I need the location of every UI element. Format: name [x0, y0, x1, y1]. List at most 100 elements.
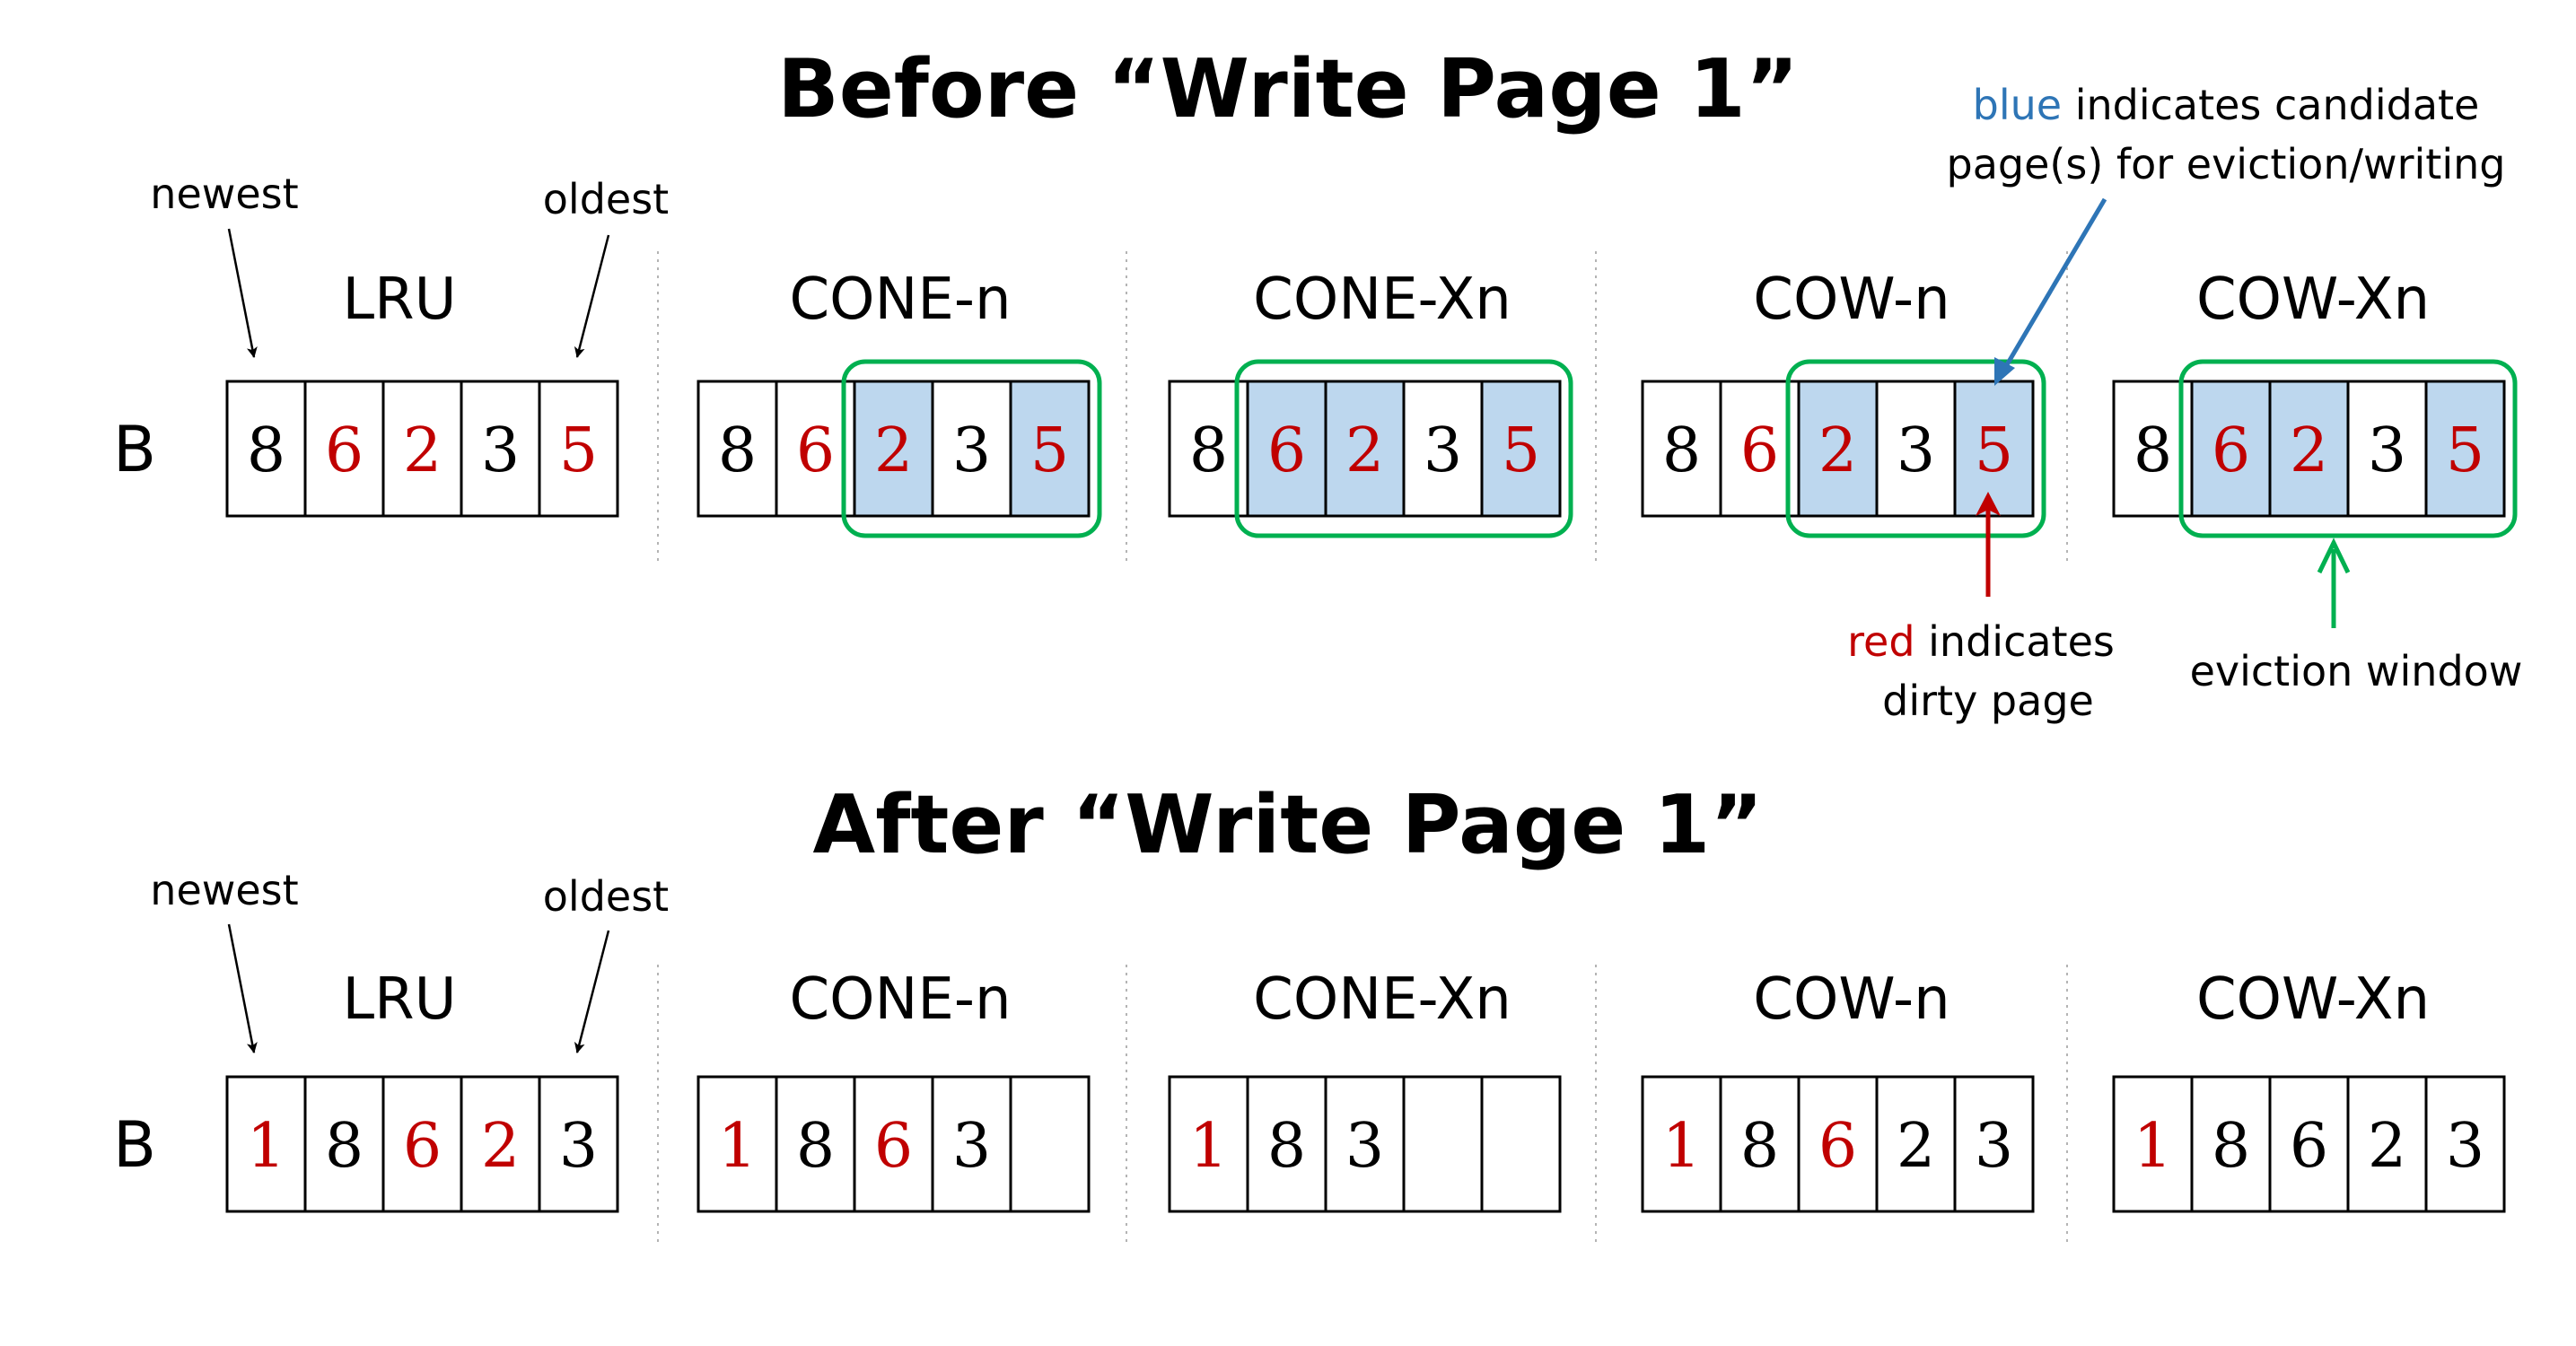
dirty-page-number: 2 [481, 1111, 520, 1182]
clean-page-number: 8 [1662, 415, 1701, 486]
page-cell [2268, 1075, 2350, 1213]
clean-page-number: 8 [247, 415, 285, 486]
page-cell [1009, 1075, 1091, 1213]
policy-lru: LRU 1 8 6 2 3 [225, 966, 619, 1213]
clean-page-number: 3 [1897, 415, 1935, 486]
clean-page-number: 2 [1897, 1111, 1935, 1182]
clean-page-number: 8 [796, 1111, 835, 1182]
page-cell [1402, 380, 1484, 518]
candidate-page-cell [1246, 380, 1327, 518]
page-cell [1402, 1075, 1484, 1213]
oldest-arrow-before [574, 234, 610, 358]
policy-name: CONE-n [789, 267, 1011, 333]
newest-arrow-before [227, 228, 258, 358]
dirty-page-number: 1 [2134, 1111, 2172, 1182]
dirty-page-number: 5 [559, 415, 598, 486]
dirty-page-number: 6 [796, 415, 835, 486]
candidate-legend-rest: indicates candidate [2062, 81, 2479, 129]
candidate-page-cell [1953, 380, 2035, 518]
policy-name: COW-n [1753, 267, 1950, 333]
dirty-page-number: 6 [1267, 415, 1306, 486]
newest-label-before: newest [150, 170, 298, 218]
dirty-page-number: 1 [247, 1111, 285, 1182]
policy-name: CONE-Xn [1253, 267, 1511, 333]
candidate-arrow [1997, 197, 2107, 379]
page-cell [303, 1075, 385, 1213]
candidate-page-cell [1797, 380, 1879, 518]
candidate-page-cell [2190, 380, 2272, 518]
policy-cone-xn: CONE-Xn 1 8 3 [1168, 966, 1562, 1213]
page-cell [1875, 1075, 1957, 1213]
candidate-page-cell [2268, 380, 2350, 518]
oldest-label-before: oldest [543, 175, 669, 223]
page-cell [225, 380, 307, 518]
eviction-window [2178, 359, 2518, 538]
page-cell [1797, 1075, 1879, 1213]
page-cell [775, 1075, 856, 1213]
policy-dividers [657, 251, 2068, 1243]
row-label-before: B [113, 413, 156, 486]
dirty-legend-red-word: red [1847, 617, 1914, 666]
page-cell [381, 1075, 463, 1213]
dirty-page-number: 6 [1740, 415, 1779, 486]
newest-arrow-after [227, 923, 258, 1053]
policy-cow-xn: COW-Xn 8 6 2 3 5 [2112, 267, 2518, 538]
dirty-page-number: 2 [403, 415, 442, 486]
dirty-page-number: 1 [718, 1111, 757, 1182]
row-label-after: B [113, 1108, 156, 1182]
clean-page-number: 3 [2368, 415, 2406, 486]
clean-page-number: 3 [952, 1111, 991, 1182]
clean-page-number: 3 [1975, 1111, 2013, 1182]
dirty-page-number: 6 [874, 1111, 913, 1182]
eviction-window-label: eviction window [2190, 647, 2523, 695]
dirty-legend-line2: dirty page [1882, 677, 2094, 725]
page-cell [1953, 1075, 2035, 1213]
dirty-page-number: 6 [1818, 1111, 1857, 1182]
panel-title-before: Before “Write Page 1” [777, 42, 1799, 136]
policy-name: COW-Xn [2196, 966, 2430, 1033]
candidate-page-cell [1480, 380, 1562, 518]
dirty-page-number: 5 [2446, 415, 2484, 486]
dirty-page-number: 5 [1030, 415, 1069, 486]
page-cell [697, 380, 778, 518]
policy-name: COW-n [1753, 966, 1950, 1033]
dirty-page-number: 6 [2212, 415, 2250, 486]
policy-name: LRU [343, 267, 457, 333]
policy-name: COW-Xn [2196, 267, 2430, 333]
page-cell [538, 380, 619, 518]
page-cell [1719, 1075, 1801, 1213]
dirty-page-number: 2 [2290, 415, 2328, 486]
page-cell [460, 380, 541, 518]
candidate-page-cell [853, 380, 934, 518]
oldest-arrow-after [574, 930, 610, 1053]
window-arrow-head [2317, 538, 2351, 574]
clean-page-number: 3 [481, 415, 520, 486]
clean-page-number: 2 [2368, 1111, 2406, 1182]
policy-cow-xn: COW-Xn 1 8 6 2 3 [2112, 966, 2506, 1213]
policy-cow-n: COW-n 8 6 2 3 5 [1641, 267, 2046, 538]
clean-page-number: 8 [1740, 1111, 1779, 1182]
dirty-page-number: 1 [1189, 1111, 1228, 1182]
page-cell [1168, 1075, 1249, 1213]
clean-page-number: 8 [325, 1111, 364, 1182]
panel-title-after: After “Write Page 1” [813, 778, 1764, 872]
page-cell [538, 1075, 619, 1213]
page-cell [931, 380, 1012, 518]
page-cell [225, 1075, 307, 1213]
dirty-page-number: 2 [1818, 415, 1857, 486]
candidate-legend-blue-word: blue [1973, 81, 2062, 129]
page-cell [1246, 1075, 1327, 1213]
page-cell [1480, 1075, 1562, 1213]
policy-cone-n: CONE-n 1 8 6 3 [697, 966, 1091, 1213]
dirty-page-number: 5 [1975, 415, 2013, 486]
newest-label-after: newest [150, 866, 298, 914]
clean-page-number: 8 [2212, 1111, 2250, 1182]
dirty-page-number: 5 [1502, 415, 1540, 486]
candidate-page-cell [2424, 380, 2506, 518]
dirty-page-number: 2 [1345, 415, 1384, 486]
page-cell [697, 1075, 778, 1213]
